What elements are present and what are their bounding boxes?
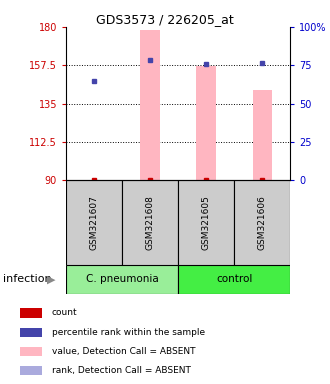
Text: infection: infection [3,274,52,285]
Bar [19,328,42,337]
Text: ▶: ▶ [47,274,55,285]
Text: GSM321605: GSM321605 [202,195,211,250]
Bar [19,308,42,318]
Bar [122,180,178,265]
Text: percentile rank within the sample: percentile rank within the sample [52,328,205,337]
Text: GSM321608: GSM321608 [146,195,155,250]
Bar [140,30,160,180]
Text: rank, Detection Call = ABSENT: rank, Detection Call = ABSENT [52,366,191,375]
Text: value, Detection Call = ABSENT: value, Detection Call = ABSENT [52,347,195,356]
Bar [196,66,216,180]
Text: GDS3573 / 226205_at: GDS3573 / 226205_at [96,13,234,26]
Text: GSM321607: GSM321607 [89,195,99,250]
Bar [178,180,234,265]
Bar [178,265,290,294]
Bar [19,366,42,375]
Text: GSM321606: GSM321606 [258,195,267,250]
Bar [66,180,122,265]
Text: count: count [52,308,78,318]
Bar [234,180,290,265]
Text: control: control [216,274,252,285]
Bar [66,265,178,294]
Text: C. pneumonia: C. pneumonia [86,274,158,285]
Bar [19,347,42,356]
Bar [252,90,272,180]
